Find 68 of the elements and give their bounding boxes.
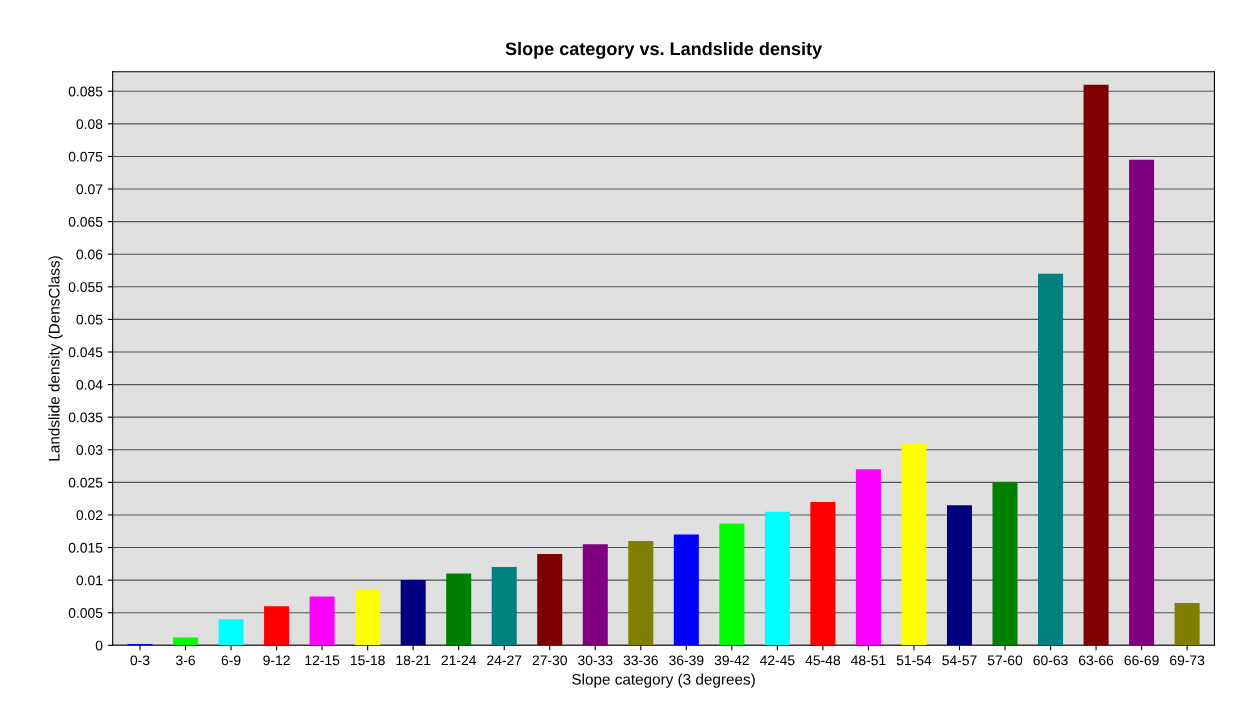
x-tick-label: 36-39 [669,655,704,666]
y-tick-label: 0.06 [76,249,103,260]
x-tick-label: 15-18 [350,655,385,666]
x-tick-label: 33-36 [623,655,658,666]
bar [309,596,335,646]
x-tick-label: 18-21 [396,655,431,666]
bar [855,469,881,646]
bar [1129,159,1155,646]
x-tick-label: 51-54 [896,655,932,666]
bar [810,501,836,646]
x-tick-label: 0-3 [130,655,150,666]
x-tick-label: 69-73 [1170,655,1205,666]
y-tick-label: 0.05 [76,314,103,325]
bar [218,619,244,646]
x-tick-label: 60-63 [1033,655,1068,666]
y-tick-label: 0.075 [68,151,103,162]
x-tick-label: 66-69 [1124,655,1159,666]
x-tick-label: 27-30 [532,655,567,666]
bar [992,482,1018,646]
x-tick-label: 45-48 [805,655,841,666]
bar [1174,602,1200,646]
x-tick-label: 12-15 [305,655,340,666]
chart-title: Slope category vs. Landslide density [505,41,823,59]
bar [491,567,517,646]
y-tick-label: 0.07 [76,184,103,195]
x-tick-label: 21-24 [441,655,477,666]
y-tick-label: 0.035 [68,412,103,423]
y-tick-label: 0.055 [68,282,103,292]
bar [537,554,563,646]
bar [1083,84,1109,646]
bar [673,534,699,646]
y-tick-label: 0.04 [76,379,103,390]
bar [946,505,973,646]
x-tick-label: 54-57 [942,655,977,666]
x-tick-label: 30-33 [578,655,613,666]
x-tick-label: 6-9 [221,655,241,666]
bar [355,589,381,646]
bar [764,511,790,646]
y-tick-label: 0.005 [68,608,103,618]
x-tick-label: 42-45 [759,655,795,666]
bar [628,541,654,646]
y-tick-label: 0.045 [68,347,103,358]
x-tick-label: 63-66 [1079,655,1114,666]
y-tick-label: 0.01 [76,575,103,586]
x-tick-label: 48-51 [850,655,886,666]
y-tick-label: 0.085 [68,86,103,97]
y-tick-label: 0.015 [68,542,103,553]
y-tick-label: 0.03 [76,445,103,455]
bar [446,573,472,646]
bar [264,606,290,646]
bar [901,443,927,646]
y-axis-title: Landslide density (DensClass) [48,256,63,461]
bar [582,544,608,646]
y-tick-label: 0 [95,640,103,651]
x-axis-title: Slope category (3 degrees) [572,673,755,688]
x-tick-label: 3-6 [176,655,195,666]
bar [400,580,426,646]
bar [173,637,199,646]
y-tick-label: 0.025 [68,477,103,488]
x-tick-label: 9-12 [263,655,290,666]
y-tick-label: 0.02 [76,510,103,521]
bar [719,523,745,646]
x-tick-label: 39-42 [714,655,749,666]
x-tick-label: 24-27 [487,655,522,666]
bar [1038,273,1064,646]
y-tick-label: 0.08 [76,119,103,130]
y-tick-label: 0.065 [68,216,103,227]
x-tick-label: 57-60 [987,655,1023,666]
